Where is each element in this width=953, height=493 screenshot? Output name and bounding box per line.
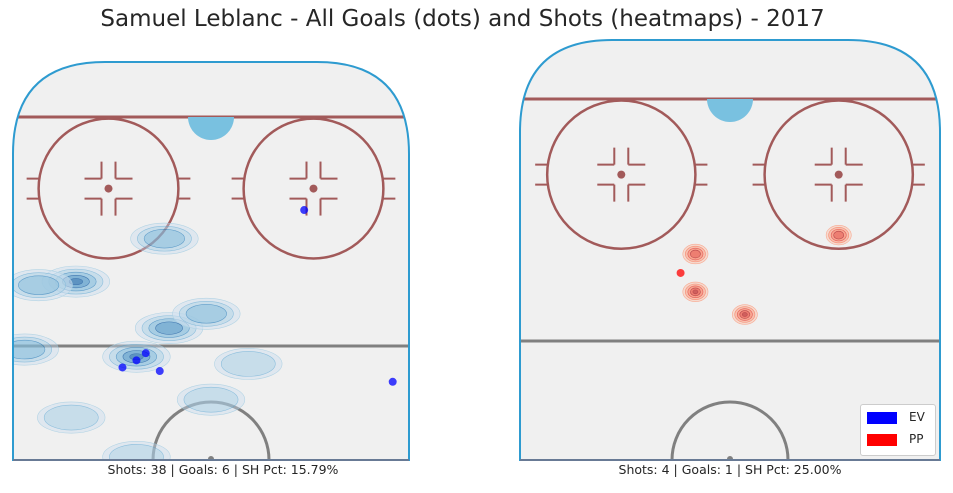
shot-density-contour xyxy=(137,225,192,252)
shot-density-contour xyxy=(43,404,99,431)
legend: EV PP xyxy=(860,404,936,456)
faceoff-circle-right xyxy=(242,117,385,260)
shot-density-contour xyxy=(739,310,751,319)
right-goal-dot xyxy=(676,268,685,277)
left-goal-dot xyxy=(132,356,141,365)
left-goal-dot xyxy=(141,349,150,358)
left-shot-heatmap xyxy=(13,222,283,493)
shot-density-contour xyxy=(742,312,748,317)
shot-density-contour xyxy=(13,269,73,302)
shot-density-contour xyxy=(682,281,709,302)
shot-density-contour xyxy=(682,243,709,265)
legend-label-pp: PP xyxy=(909,432,924,446)
shot-density-contour xyxy=(183,386,239,413)
ice-surface xyxy=(520,40,940,460)
shot-density-contour xyxy=(833,230,845,240)
right-panel-caption: Shots: 4 | Goals: 1 | SH Pct: 25.00% xyxy=(618,462,842,477)
shot-density-contour xyxy=(18,275,60,295)
faceoff-dot-right xyxy=(309,184,318,193)
shot-density-contour xyxy=(37,401,106,434)
shot-density-contour xyxy=(13,333,59,366)
ice-surface xyxy=(13,62,409,460)
chart-title: Samuel Leblanc - All Goals (dots) and Sh… xyxy=(100,6,825,32)
shot-density-contour xyxy=(690,287,701,297)
right-goal-dots xyxy=(676,268,685,277)
shot-density-contour xyxy=(13,336,52,363)
shot-density-contour xyxy=(690,249,701,259)
shot-density-contour xyxy=(172,297,241,330)
shot-density-contour xyxy=(48,268,104,295)
shot-density-contour xyxy=(28,484,96,493)
shot-density-contour xyxy=(130,222,199,255)
shot-density-contour xyxy=(13,272,66,298)
shot-density-contour xyxy=(176,383,246,416)
shot-density-contour xyxy=(179,301,234,327)
shot-density-contour xyxy=(134,312,204,345)
shot-density-contour xyxy=(214,347,283,380)
shot-density-contour xyxy=(731,304,758,325)
shot-density-contour xyxy=(13,339,46,360)
center-circle xyxy=(151,400,271,460)
faceoff-circle-right xyxy=(763,99,915,250)
left-rink-panel xyxy=(12,61,410,493)
rink-boards xyxy=(519,39,941,461)
shot-density-contour xyxy=(185,304,227,324)
shot-density-contour xyxy=(685,283,706,300)
right-shot-heatmap xyxy=(682,225,852,325)
center-circle xyxy=(670,400,790,460)
rink-markings xyxy=(520,97,940,460)
shot-density-contour xyxy=(102,441,171,460)
legend-swatch-ev xyxy=(867,412,897,424)
legend-label-ev: EV xyxy=(909,410,925,424)
left-panel-caption: Shots: 38 | Goals: 6 | SH Pct: 15.79% xyxy=(107,462,339,477)
shot-density-contour xyxy=(220,351,276,377)
shot-density-contour xyxy=(68,278,83,286)
shot-density-contour xyxy=(828,226,850,244)
rink-boards xyxy=(12,61,410,461)
rink-markings xyxy=(13,115,409,493)
shot-density-contour xyxy=(825,225,852,246)
shot-density-contour xyxy=(155,321,183,335)
left-goal-dot xyxy=(388,377,397,386)
faceoff-circle-left xyxy=(37,117,180,260)
left-goal-dots xyxy=(118,206,397,386)
legend-swatch-pp xyxy=(867,434,897,446)
faceoff-circle-left xyxy=(545,99,697,250)
goal-crease xyxy=(707,99,753,122)
shot-density-contour xyxy=(141,315,197,341)
faceoff-dot-left xyxy=(617,170,626,179)
shot-density-contour xyxy=(41,265,110,298)
shot-density-contour xyxy=(734,306,756,323)
left-goal-dot xyxy=(118,363,127,372)
left-goal-dot xyxy=(155,367,164,376)
shot-density-contour xyxy=(143,228,185,249)
shot-density-contour xyxy=(692,289,699,295)
shot-density-contour xyxy=(685,245,706,263)
left-goal-dot xyxy=(300,206,309,215)
right-rink-panel xyxy=(519,39,941,461)
shot-density-contour xyxy=(109,444,164,460)
goal-crease xyxy=(188,117,234,140)
shot-density-contour xyxy=(35,487,89,493)
faceoff-dot-left xyxy=(104,184,113,193)
faceoff-dot-right xyxy=(834,170,843,179)
